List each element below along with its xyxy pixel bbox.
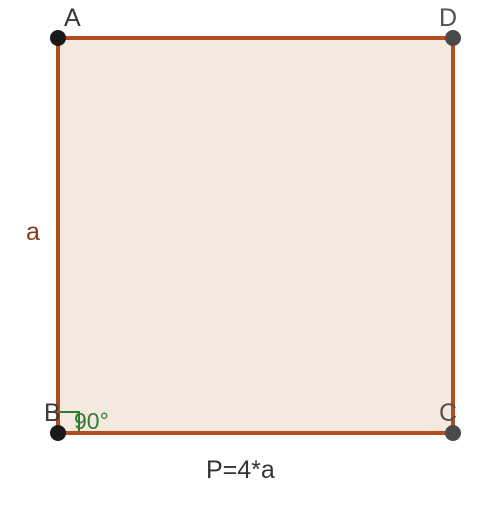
vertex-label-c: C (439, 399, 457, 428)
vertex-label-b: B (44, 399, 61, 428)
vertex-label-a: A (64, 4, 81, 33)
perimeter-formula: P=4*a (206, 456, 275, 485)
side-length-label: a (26, 218, 40, 247)
angle-label: 90° (74, 408, 109, 435)
square-border (56, 36, 455, 435)
geometry-canvas: A D B C a 90° P=4*a (0, 0, 500, 520)
vertex-label-d: D (439, 4, 457, 33)
